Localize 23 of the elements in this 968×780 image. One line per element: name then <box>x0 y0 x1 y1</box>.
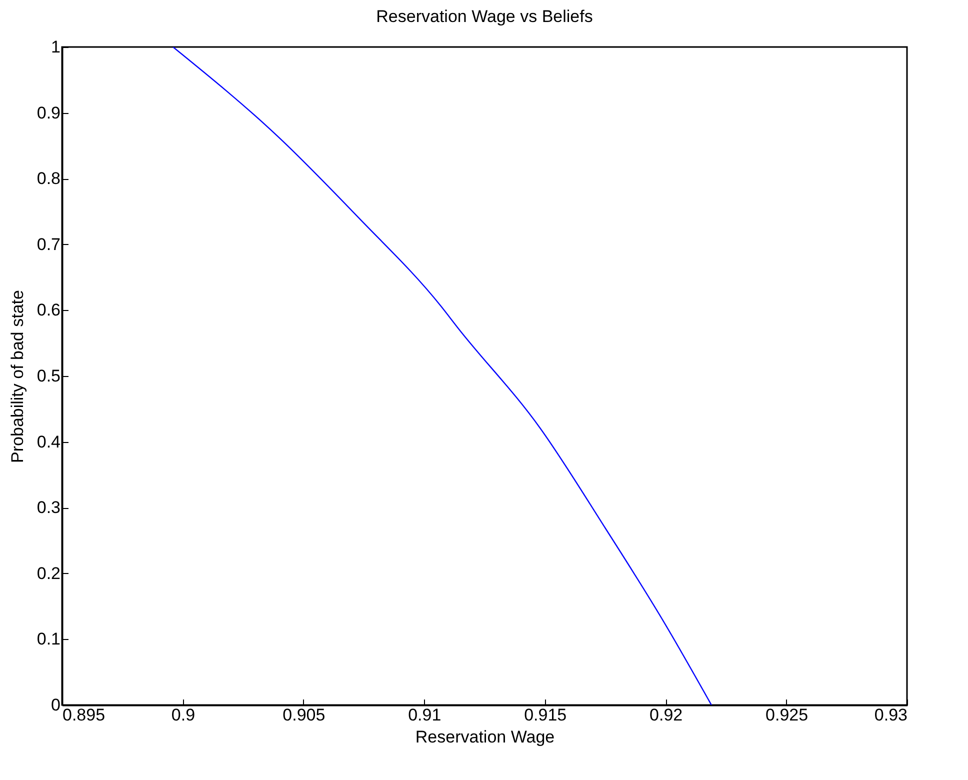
x-tick-label: 0.925 <box>766 706 808 724</box>
y-axis-title: Probability of bad state <box>8 290 27 463</box>
y-tick-label: 0.8 <box>36 169 60 188</box>
x-tick-label: 0.92 <box>650 706 683 724</box>
y-tick-label: 0 <box>51 696 60 714</box>
y-tick-label: 1 <box>51 38 60 56</box>
x-tick-label: 0.91 <box>408 706 442 724</box>
y-tick-label: 0.3 <box>36 498 60 518</box>
y-tick-label: 0.5 <box>36 366 60 386</box>
line-series <box>172 47 712 705</box>
chart-title: Reservation Wage vs Beliefs <box>376 7 593 26</box>
x-axis-title: Reservation Wage <box>415 728 555 746</box>
x-tick-label: 0.9 <box>171 706 196 724</box>
y-tick-label: 0.9 <box>36 103 60 122</box>
x-tick-label: 0.93 <box>874 706 908 724</box>
x-tick-label: 0.895 <box>62 706 106 724</box>
x-tick-label: 0.905 <box>282 706 326 724</box>
y-tick-label: 0.7 <box>36 234 60 254</box>
y-tick-label: 0.2 <box>36 564 60 583</box>
y-tick-label: 0.4 <box>36 432 60 452</box>
y-tick-label: 0.1 <box>36 630 60 649</box>
y-tick-label: 0.6 <box>36 300 60 320</box>
x-tick-label: 0.915 <box>524 706 567 724</box>
